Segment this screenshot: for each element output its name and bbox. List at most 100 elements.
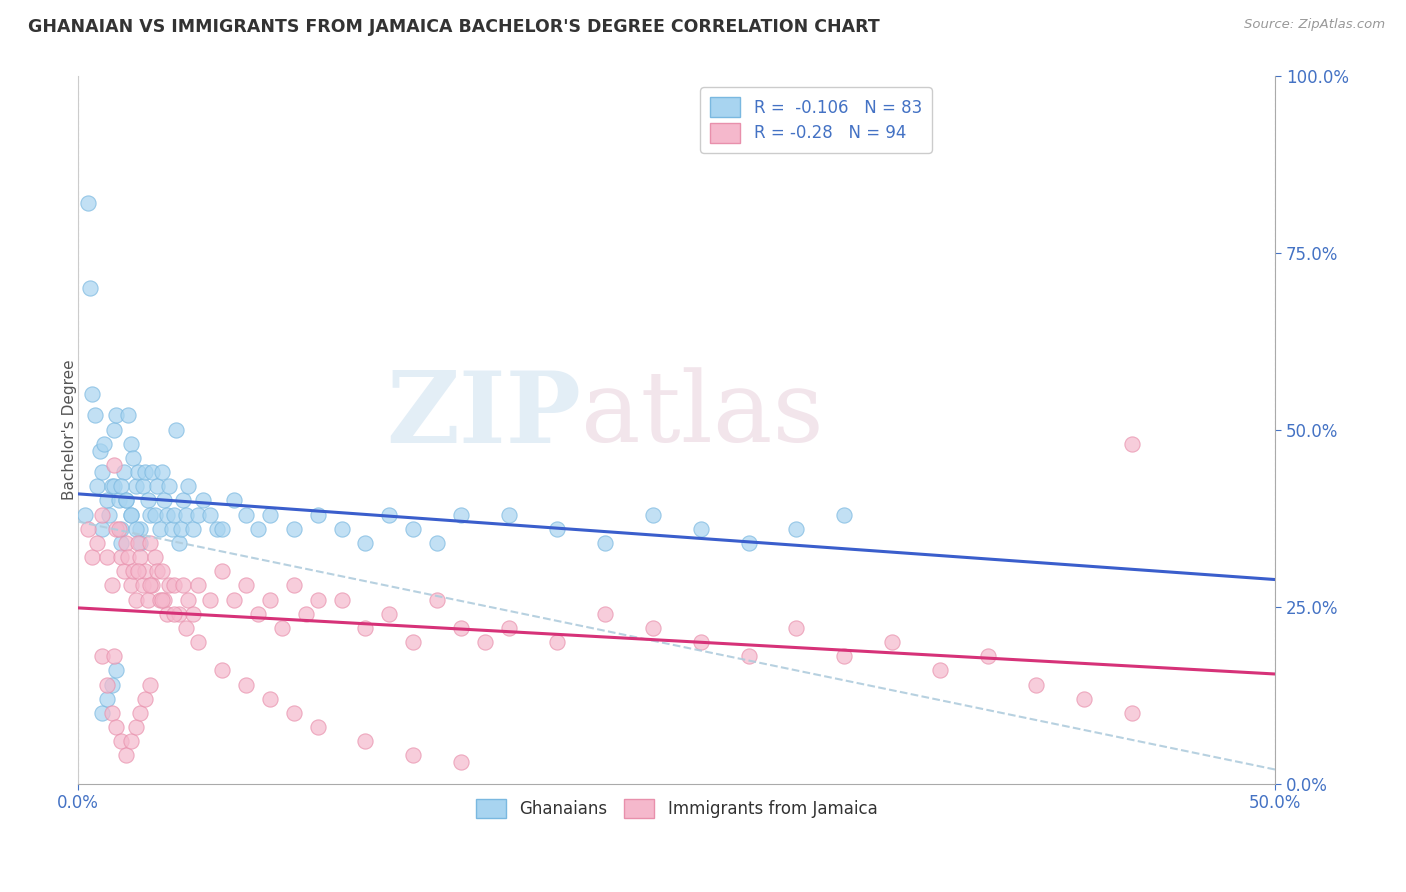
Point	[222, 592, 245, 607]
Point	[127, 465, 149, 479]
Point	[93, 437, 115, 451]
Point	[1025, 677, 1047, 691]
Point	[96, 691, 118, 706]
Point	[402, 522, 425, 536]
Point	[211, 564, 233, 578]
Point	[882, 635, 904, 649]
Point	[167, 536, 190, 550]
Point	[115, 748, 138, 763]
Point	[1073, 691, 1095, 706]
Point	[167, 607, 190, 621]
Point	[136, 493, 159, 508]
Point	[307, 720, 329, 734]
Point	[103, 649, 125, 664]
Point	[112, 564, 135, 578]
Point	[450, 508, 472, 522]
Point	[122, 564, 145, 578]
Point	[141, 465, 163, 479]
Point	[157, 479, 180, 493]
Point	[191, 493, 214, 508]
Point	[100, 578, 122, 592]
Text: GHANAIAN VS IMMIGRANTS FROM JAMAICA BACHELOR'S DEGREE CORRELATION CHART: GHANAIAN VS IMMIGRANTS FROM JAMAICA BACH…	[28, 18, 880, 36]
Point	[785, 621, 807, 635]
Point	[330, 592, 353, 607]
Point	[283, 706, 305, 720]
Point	[1121, 437, 1143, 451]
Text: ZIP: ZIP	[387, 367, 581, 464]
Point	[129, 706, 152, 720]
Point	[737, 649, 759, 664]
Point	[91, 649, 114, 664]
Point	[143, 508, 166, 522]
Point	[103, 458, 125, 472]
Point	[86, 536, 108, 550]
Point	[82, 387, 104, 401]
Point	[156, 508, 179, 522]
Point	[170, 522, 193, 536]
Point	[105, 720, 128, 734]
Point	[134, 691, 156, 706]
Point	[91, 508, 114, 522]
Point	[181, 607, 204, 621]
Point	[283, 522, 305, 536]
Point	[146, 479, 169, 493]
Point	[91, 465, 114, 479]
Point	[134, 564, 156, 578]
Point	[165, 423, 187, 437]
Point	[124, 720, 146, 734]
Point	[105, 409, 128, 423]
Point	[89, 443, 111, 458]
Point	[834, 649, 856, 664]
Point	[689, 522, 711, 536]
Point	[105, 664, 128, 678]
Point	[450, 756, 472, 770]
Point	[172, 578, 194, 592]
Point	[156, 607, 179, 621]
Point	[498, 621, 520, 635]
Point	[174, 621, 197, 635]
Point	[307, 508, 329, 522]
Point	[246, 607, 269, 621]
Point	[124, 522, 146, 536]
Point	[187, 508, 209, 522]
Point	[139, 578, 162, 592]
Point	[402, 635, 425, 649]
Point	[129, 522, 152, 536]
Point	[120, 437, 142, 451]
Point	[177, 479, 200, 493]
Point	[330, 522, 353, 536]
Point	[115, 536, 138, 550]
Point	[498, 508, 520, 522]
Point	[103, 423, 125, 437]
Point	[127, 564, 149, 578]
Point	[150, 564, 173, 578]
Point	[205, 522, 228, 536]
Point	[163, 578, 186, 592]
Point	[98, 508, 121, 522]
Point	[148, 592, 170, 607]
Point	[96, 677, 118, 691]
Point	[235, 508, 257, 522]
Point	[115, 493, 138, 508]
Legend: Ghanaians, Immigrants from Jamaica: Ghanaians, Immigrants from Jamaica	[470, 792, 884, 825]
Point	[82, 550, 104, 565]
Point	[402, 748, 425, 763]
Point	[641, 621, 664, 635]
Point	[117, 409, 139, 423]
Point	[75, 508, 97, 522]
Point	[76, 522, 98, 536]
Point	[259, 508, 281, 522]
Point	[157, 578, 180, 592]
Point	[593, 607, 616, 621]
Point	[132, 479, 155, 493]
Point	[198, 592, 221, 607]
Point	[96, 493, 118, 508]
Point	[593, 536, 616, 550]
Point	[270, 621, 292, 635]
Point	[100, 479, 122, 493]
Point	[110, 550, 132, 565]
Y-axis label: Bachelor's Degree: Bachelor's Degree	[62, 359, 77, 500]
Point	[139, 508, 162, 522]
Point	[153, 592, 176, 607]
Point	[100, 677, 122, 691]
